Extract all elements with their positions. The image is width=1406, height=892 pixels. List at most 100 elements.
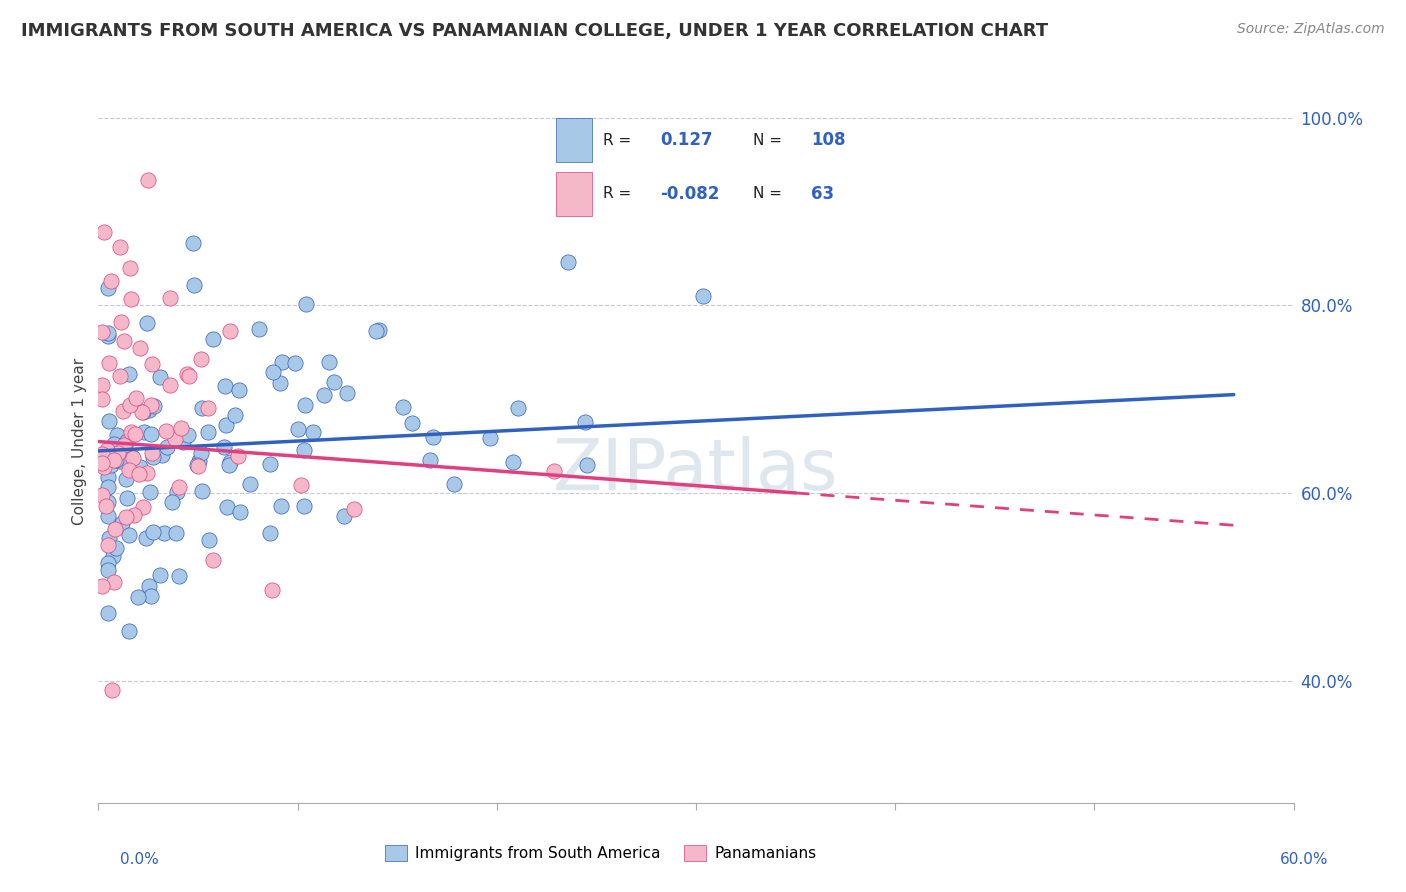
Point [97,508,120,523]
Point [295,297,318,311]
Point [218,458,240,473]
Point [170,421,193,435]
Point [155,424,177,438]
Point [343,502,366,516]
Point [131,405,153,419]
Point [97,328,120,343]
Point [367,323,389,337]
Point [101,549,124,563]
Point [318,354,340,368]
Point [100,274,122,288]
Point [129,460,152,475]
Point [103,574,125,589]
Point [104,522,127,536]
Point [139,485,162,500]
Point [202,552,225,566]
Text: 0.0%: 0.0% [120,852,159,867]
Point [190,445,212,459]
Point [202,331,225,345]
Point [97,326,120,340]
Point [97,495,120,509]
Point [197,401,219,415]
Point [149,568,172,582]
Point [190,352,212,367]
Point [314,388,336,402]
Point [212,440,235,454]
Point [294,398,316,412]
Point [176,368,198,382]
Point [259,458,281,472]
Point [165,526,187,541]
Y-axis label: College, Under 1 year: College, Under 1 year [72,358,87,525]
Point [228,383,250,397]
Point [108,442,131,456]
Point [333,508,356,523]
Point [91,456,114,470]
Point [98,414,121,428]
Point [224,409,246,423]
Point [118,261,141,276]
Point [219,324,242,338]
Point [97,281,120,295]
Point [271,355,294,369]
Point [139,427,162,442]
Point [160,495,183,509]
Point [110,315,132,329]
Point [139,589,162,603]
Point [183,236,205,251]
Point [197,533,219,548]
Point [215,417,238,432]
Point [97,539,120,553]
Point [91,447,114,461]
Point [117,463,139,477]
Point [401,417,423,431]
Point [111,516,134,530]
Point [105,428,128,442]
Point [112,404,135,418]
Point [93,226,115,240]
Point [187,459,209,474]
Point [100,458,122,473]
Point [142,524,165,539]
Point [118,528,141,542]
Text: 60.0%: 60.0% [1281,852,1329,867]
Point [287,422,309,436]
Point [103,453,125,467]
Point [97,557,120,571]
Point [120,292,142,306]
Point [112,438,135,452]
Point [135,531,157,545]
Point [188,453,211,467]
Point [101,682,124,697]
Point [172,435,194,450]
Point [336,385,359,400]
Point [124,427,146,442]
Point [166,485,188,500]
Point [557,255,579,269]
Point [284,356,307,370]
Point [115,510,138,524]
Point [138,402,160,417]
Point [214,379,236,393]
Point [247,322,270,336]
Point [122,450,145,465]
Point [96,450,118,465]
Point [118,398,141,412]
Point [104,541,127,555]
Point [118,624,141,639]
Point [115,434,138,449]
Point [163,433,186,447]
Point [103,437,125,451]
Point [169,569,191,583]
Point [323,375,346,389]
Point [186,458,208,472]
Point [107,445,129,459]
Point [138,579,160,593]
Point [139,398,162,412]
Text: ZIPatlas: ZIPatlas [553,436,839,505]
Point [229,505,252,519]
Point [108,368,131,383]
Point [177,369,200,384]
Point [135,316,157,330]
Point [478,431,501,445]
